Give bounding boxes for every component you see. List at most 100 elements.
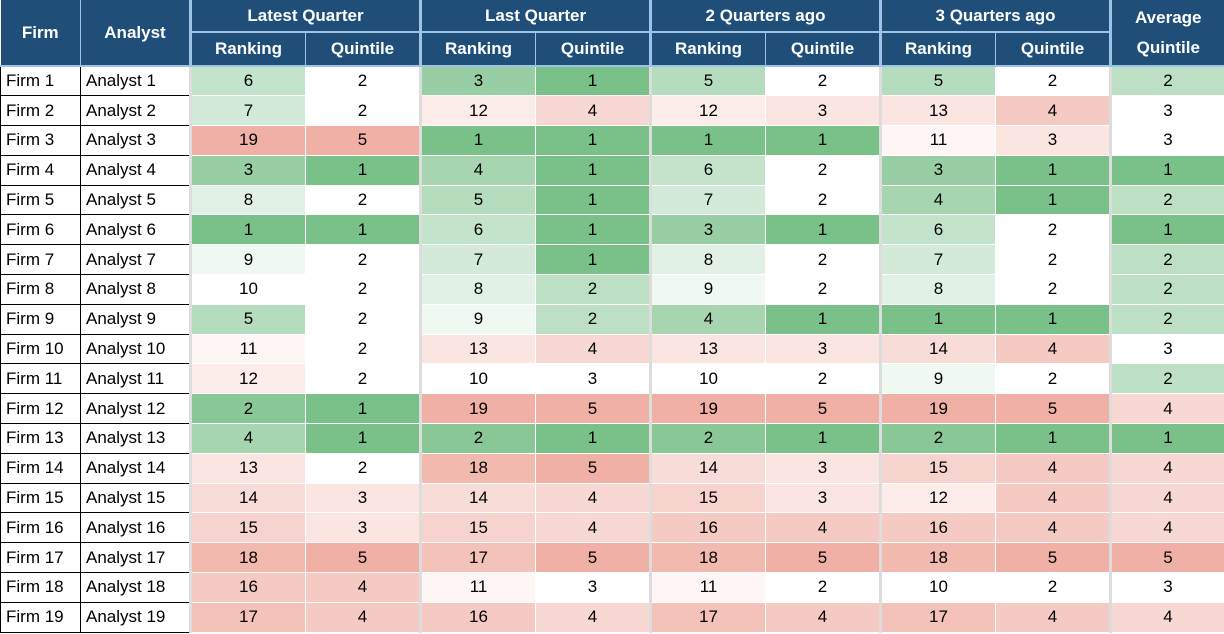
analyst-cell: Analyst 6 [80,214,191,246]
value-cell: 17 [419,542,537,574]
value-cell: 1 [995,184,1112,216]
value-cell: 1 [189,214,306,246]
analyst-cell: Analyst 19 [80,601,191,633]
value-cell: 1 [1109,154,1224,186]
value-cell: 2 [995,363,1112,395]
value-cell: 11 [189,333,306,365]
value-cell: 1 [535,244,652,276]
analyst-cell: Analyst 11 [80,363,191,395]
value-cell: 2 [765,244,882,276]
firm-cell: Firm 5 [0,184,81,216]
value-cell: 1 [535,125,652,156]
value-cell: 19 [419,393,537,425]
value-cell: 2 [1109,244,1224,276]
value-cell: 4 [995,482,1112,514]
value-cell: 1 [995,154,1112,186]
value-cell: 4 [765,601,882,633]
value-cell: 3 [535,572,652,603]
value-cell: 1 [535,423,652,454]
data-row: Firm 15 Analyst 15 14 3 14 4 15 3 12 4 4 [0,482,1224,514]
value-cell: 4 [995,601,1112,633]
analyst-cell: Analyst 8 [80,274,191,305]
data-row: Firm 18 Analyst 18 16 4 11 3 11 2 10 2 3 [0,572,1224,603]
value-cell: 7 [879,244,997,276]
value-cell: 6 [189,65,306,97]
value-cell: 3 [1109,95,1224,127]
value-cell: 11 [419,572,537,603]
data-row: Firm 19 Analyst 19 17 4 16 4 17 4 17 4 4 [0,601,1224,633]
analyst-cell: Analyst 12 [80,393,191,425]
value-cell: 19 [879,393,997,425]
value-cell: 1 [304,214,422,246]
analyst-cell: Analyst 2 [80,95,191,127]
value-cell: 1 [535,184,652,216]
value-cell: 7 [649,184,767,216]
value-cell: 2 [304,274,422,305]
value-cell: 4 [649,303,767,335]
value-cell: 1 [765,303,882,335]
value-cell: 1 [879,303,997,335]
value-cell: 4 [1109,452,1224,484]
value-cell: 12 [879,482,997,514]
value-cell: 3 [765,95,882,127]
value-cell: 1 [765,125,882,156]
data-row: Firm 13 Analyst 13 4 1 2 1 2 1 2 1 1 [0,423,1224,454]
value-cell: 3 [649,214,767,246]
value-cell: 5 [765,393,882,425]
value-cell: 3 [995,125,1112,156]
value-cell: 3 [765,333,882,365]
value-cell: 6 [419,214,537,246]
sub-header: Quintile [765,32,881,67]
value-cell: 16 [189,572,306,603]
group-header: 2 Quarters ago [649,0,881,33]
value-cell: 1 [649,125,767,156]
value-cell: 4 [995,452,1112,484]
value-cell: 2 [995,274,1112,305]
value-cell: 2 [1109,303,1224,335]
value-cell: 19 [649,393,767,425]
analyst-cell: Analyst 7 [80,244,191,276]
header-cell: Firm [0,0,81,67]
value-cell: 5 [879,65,997,97]
firm-cell: Firm 11 [0,363,81,395]
data-row: Firm 12 Analyst 12 2 1 19 5 19 5 19 5 4 [0,393,1224,425]
value-cell: 1 [304,154,422,186]
value-cell: 18 [649,542,767,574]
analyst-cell: Analyst 4 [80,154,191,186]
value-cell: 12 [419,95,537,127]
value-cell: 11 [649,572,767,603]
value-cell: 11 [879,125,997,156]
data-row: Firm 11 Analyst 11 12 2 10 3 10 2 9 2 2 [0,363,1224,395]
value-cell: 2 [1109,65,1224,97]
value-cell: 13 [419,333,537,365]
value-cell: 5 [535,452,652,484]
value-cell: 17 [189,601,306,633]
analyst-cell: Analyst 10 [80,333,191,365]
group-header: 3 Quarters ago [879,0,1111,33]
value-cell: 2 [1109,274,1224,305]
firm-cell: Firm 13 [0,423,81,454]
value-cell: 9 [879,363,997,395]
value-cell: 1 [765,423,882,454]
value-cell: 6 [879,214,997,246]
value-cell: 10 [649,363,767,395]
value-cell: 3 [765,482,882,514]
value-cell: 2 [995,244,1112,276]
value-cell: 3 [765,452,882,484]
firm-cell: Firm 6 [0,214,81,246]
value-cell: 3 [535,363,652,395]
value-cell: 4 [535,333,652,365]
analyst-cell: Analyst 15 [80,482,191,514]
value-cell: 5 [189,303,306,335]
value-cell: 2 [765,184,882,216]
firm-cell: Firm 14 [0,452,81,484]
analyst-cell: Analyst 3 [80,125,191,156]
value-cell: 16 [649,512,767,544]
value-cell: 13 [879,95,997,127]
